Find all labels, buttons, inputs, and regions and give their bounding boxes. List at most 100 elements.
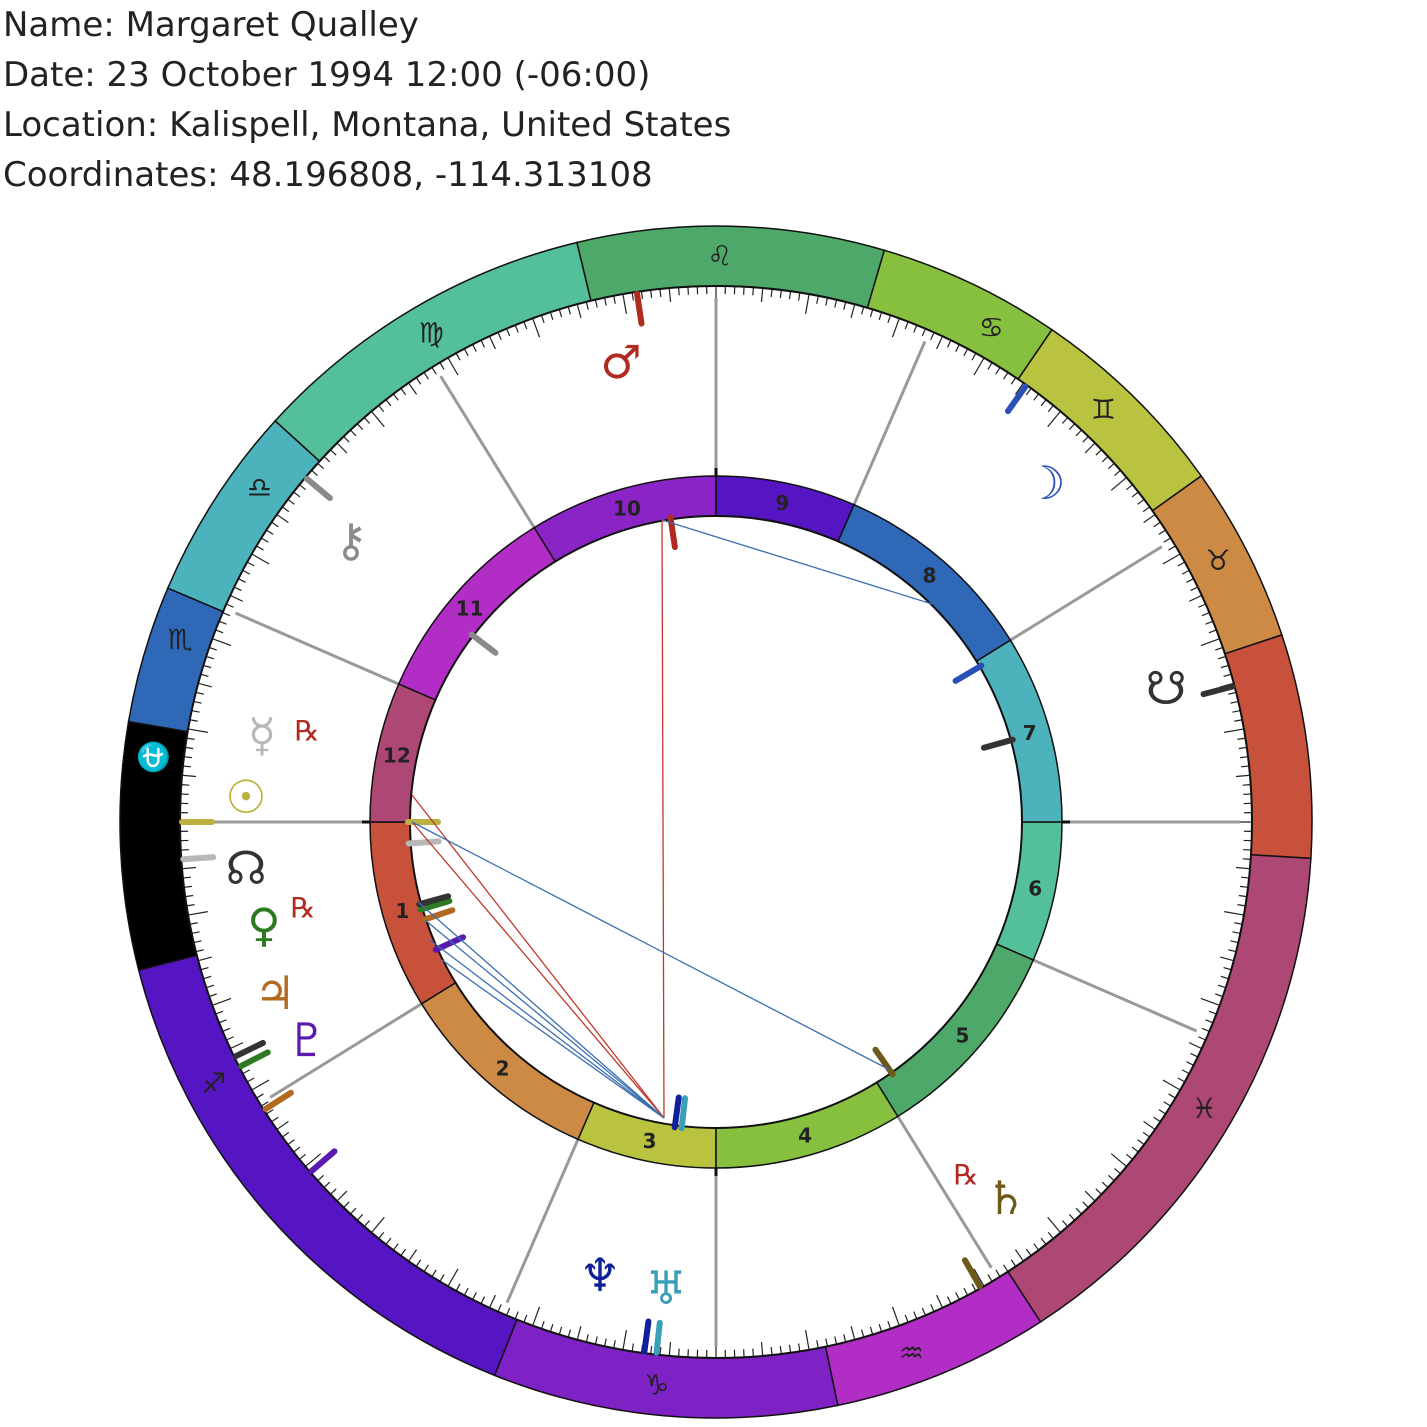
degree-tick [183,756,193,759]
degree-tick [350,429,357,437]
planet-moon: ☽ [952,383,1066,684]
degree-tick [415,377,422,385]
degree-tick [480,339,486,348]
degree-tick [594,1336,598,1345]
degree-tick [843,1334,847,1343]
degree-tick [356,1213,364,1221]
degree-tick [439,362,445,370]
neptune-zodiac-marker [641,1318,652,1355]
degree-tick [185,746,194,750]
degree-tick [1125,1153,1133,1160]
degree-tick [1238,894,1247,898]
degree-tick [497,1304,502,1312]
degree-tick [752,1348,754,1357]
degree-tick [1190,586,1199,592]
degree-tick [261,537,269,543]
degree-tick [233,586,242,592]
house-number-5: 5 [955,1023,969,1047]
zodiac-segment-cancer [866,249,1053,381]
degree-tick [995,367,1001,375]
degree-tick [1215,646,1223,651]
degree-tick [904,321,909,330]
degree-tick [488,335,496,350]
degree-tick [336,442,348,454]
degree-tick [330,1188,337,1195]
degree-tick [930,332,935,340]
name-line: Name: Margaret Qualley [3,5,419,45]
moon-icon: ☽ [1024,456,1065,510]
degree-tick [1107,462,1115,470]
degree-tick [1220,956,1234,962]
mars-zodiac-marker [634,290,645,327]
aspect-line [424,919,665,1119]
degree-tick [423,1264,429,1272]
degree-tick [913,1311,918,1320]
planet-mars: ♂ [600,290,678,551]
degree-tick [963,348,969,357]
degree-tick [930,1304,935,1312]
degree-tick [1238,746,1247,750]
south-node-icon: ☋ [1146,661,1187,715]
degree-tick [317,462,325,470]
degree-tick [447,357,459,376]
degree-tick [209,993,217,998]
center-circle [409,515,1023,1129]
saturn-zodiac-marker [961,1257,983,1290]
degree-tick [218,1019,227,1024]
degree-tick [1188,594,1203,602]
degree-tick [650,289,653,299]
planet-uranus: ♅ [645,1095,689,1356]
planet-mercury: ☿ ℞ [180,708,442,863]
sun-icon: ☉ [225,770,266,824]
zodiac-segment-virgo [274,241,592,463]
degree-tick [188,911,208,916]
degree-tick [1208,629,1217,634]
degree-tick [1181,1069,1190,1075]
zodiac-glyph-aquarius: ♒ [899,1337,924,1370]
degree-tick [212,997,232,1006]
degree-ticks [179,285,1253,1359]
degree-tick [1239,756,1249,759]
chiron-icon: ⚷ [334,513,368,567]
degree-tick [955,344,960,352]
house-number-3: 3 [643,1129,657,1153]
degree-tick [203,664,212,669]
degree-tick [760,1341,764,1357]
degree-tick [1201,1027,1210,1032]
degree-tick [195,691,204,695]
degree-tick [963,1287,969,1296]
location-line: Location: Kalispell, Montana, United Sta… [3,105,732,145]
degree-tick [193,700,202,704]
degree-tick [385,399,392,407]
degree-tick [1158,529,1166,535]
degree-tick [904,1314,909,1323]
degree-tick [1223,673,1232,678]
degree-tick [1125,484,1133,491]
degree-tick [631,1343,634,1352]
degree-tick [242,569,251,575]
south-node-zodiac-marker [1200,683,1236,698]
moon-zodiac-marker [1004,383,1029,415]
degree-tick [1230,700,1239,704]
degree-tick [973,357,985,376]
degree-tick [1163,537,1171,543]
degree-tick [480,1296,486,1305]
zodiac-segment-pisces [1006,853,1312,1323]
degree-tick [385,1237,392,1245]
degree-tick [1003,372,1009,380]
degree-tick [1040,1237,1047,1245]
degree-tick [1181,569,1190,575]
degree-tick [816,295,819,304]
degree-tick [181,866,197,870]
planet-pluto: ♇ [286,934,467,1174]
aspect-line [441,959,665,1119]
degree-tick [188,728,208,733]
degree-tick [523,321,528,330]
jupiter-house-marker [420,907,456,923]
planet-north-node: ☊ [226,841,452,1060]
degree-tick [576,1326,582,1340]
degree-tick [1198,603,1206,608]
degree-tick [1163,1101,1171,1107]
degree-tick [1237,904,1246,907]
